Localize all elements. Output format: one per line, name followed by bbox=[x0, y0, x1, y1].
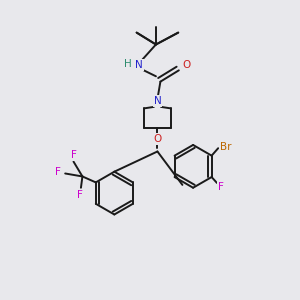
Text: O: O bbox=[153, 134, 162, 144]
Text: O: O bbox=[182, 60, 190, 70]
Text: F: F bbox=[71, 150, 77, 160]
Text: Br: Br bbox=[220, 142, 232, 152]
Text: N: N bbox=[154, 96, 161, 106]
Text: F: F bbox=[218, 182, 224, 192]
Text: N: N bbox=[135, 60, 143, 70]
Text: H: H bbox=[124, 59, 131, 69]
Text: F: F bbox=[77, 190, 83, 200]
Text: F: F bbox=[55, 167, 61, 177]
